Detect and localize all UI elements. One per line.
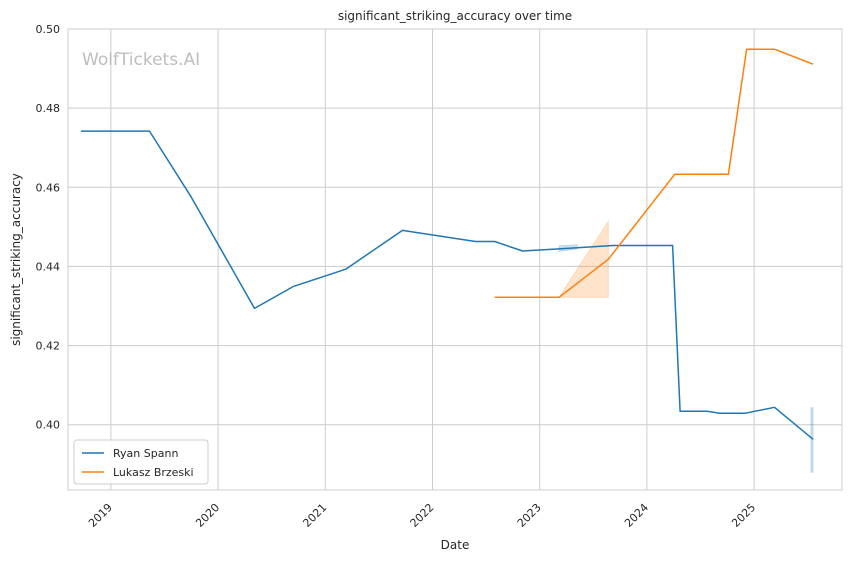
confidence-band bbox=[810, 407, 814, 473]
y-tick-label: 0.42 bbox=[36, 340, 61, 353]
grid bbox=[68, 28, 842, 490]
y-tick-label: 0.48 bbox=[36, 102, 61, 115]
y-tick-label: 0.44 bbox=[36, 260, 61, 273]
y-axis-label: significant_striking_accuracy bbox=[9, 173, 23, 346]
chart-title: significant_striking_accuracy over time bbox=[338, 9, 572, 23]
x-axis-label: Date bbox=[441, 538, 470, 552]
watermark: WolfTickets.AI bbox=[82, 50, 200, 70]
y-axis-ticks: 0.40 0.42 0.44 0.46 0.48 0.50 bbox=[36, 23, 61, 432]
legend-label: Lukasz Brzeski bbox=[113, 466, 194, 479]
y-tick-label: 0.46 bbox=[36, 181, 61, 194]
legend: Ryan Spann Lukasz Brzeski bbox=[73, 439, 209, 485]
y-tick-label: 0.50 bbox=[36, 23, 61, 36]
plot-area bbox=[68, 29, 842, 490]
y-tick-label: 0.40 bbox=[36, 419, 61, 432]
legend-box bbox=[73, 439, 209, 485]
series-line bbox=[494, 48, 814, 299]
legend-label: Ryan Spann bbox=[113, 447, 178, 460]
series-line bbox=[80, 130, 814, 440]
series-lines bbox=[80, 48, 814, 440]
plot-frame bbox=[67, 28, 843, 491]
